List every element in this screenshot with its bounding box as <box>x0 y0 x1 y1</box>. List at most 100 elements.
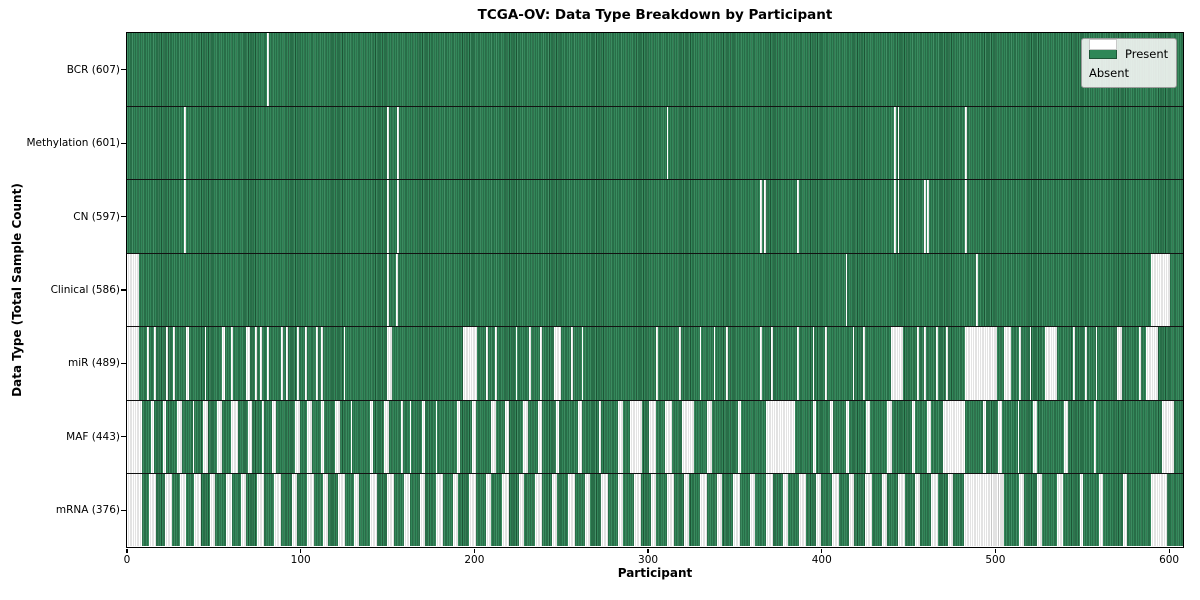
absent-segment <box>486 326 488 400</box>
absent-segment <box>343 326 346 400</box>
absent-segment <box>630 399 643 474</box>
x-tick-mark <box>300 548 302 553</box>
absent-segment <box>1003 326 1011 400</box>
absent-segment <box>649 399 657 474</box>
absent-segment <box>154 326 157 400</box>
absent-segment <box>699 473 707 547</box>
absent-segment <box>666 105 669 180</box>
absent-segment <box>923 326 926 400</box>
absent-segment <box>849 473 855 547</box>
absent-segment <box>890 326 903 400</box>
y-tick-label-CN: CN (597) <box>73 210 120 223</box>
row-separator <box>126 179 1183 181</box>
absent-segment <box>578 399 582 474</box>
absent-segment <box>281 326 283 400</box>
absent-segment <box>126 326 139 400</box>
absent-segment <box>230 326 233 400</box>
absent-segment <box>725 326 728 400</box>
y-tick-mark <box>121 362 126 365</box>
absent-segment <box>505 399 509 474</box>
absent-segment <box>717 473 723 547</box>
absent-segment <box>1045 326 1058 400</box>
absent-segment <box>651 473 657 547</box>
absent-segment <box>598 399 601 474</box>
absent-segment <box>176 399 183 474</box>
absent-segment <box>315 326 318 400</box>
absent-segment <box>682 399 695 474</box>
absent-segment <box>763 179 766 253</box>
legend-present-label: Present <box>1125 46 1169 61</box>
absent-segment <box>765 399 796 474</box>
absent-segment <box>400 399 403 474</box>
absent-segment <box>149 473 157 547</box>
absent-segment <box>1151 252 1171 327</box>
absent-segment <box>965 326 997 400</box>
absent-segment <box>927 179 929 253</box>
absent-segment <box>923 179 926 253</box>
absent-segment <box>975 252 978 327</box>
absent-segment <box>126 252 139 327</box>
y-tick-label-Methylation: Methylation (601) <box>26 137 120 150</box>
absent-segment <box>1123 473 1127 547</box>
absent-segment <box>256 473 264 547</box>
absent-segment <box>369 399 374 474</box>
absent-segment <box>409 399 412 474</box>
absent-segment <box>812 399 817 474</box>
absent-segment <box>204 326 207 400</box>
absent-segment <box>397 105 400 180</box>
heatmap-row-BCR <box>126 32 1183 106</box>
absent-segment <box>946 326 949 400</box>
absent-segment <box>456 399 460 474</box>
absent-segment <box>585 473 591 547</box>
absent-segment <box>982 399 987 474</box>
x-tick-mark <box>994 548 996 553</box>
absent-segment <box>1161 399 1174 474</box>
absent-segment <box>334 399 341 474</box>
absent-segment <box>760 326 763 400</box>
absent-segment <box>783 473 789 547</box>
absent-segment <box>812 326 815 400</box>
absent-segment <box>180 473 186 547</box>
absent-segment <box>529 326 532 400</box>
absent-segment <box>862 326 865 400</box>
absent-segment <box>354 473 360 547</box>
absent-segment <box>1017 399 1020 474</box>
absent-segment <box>534 473 542 547</box>
row-separator <box>126 399 1183 401</box>
absent-segment <box>322 473 328 547</box>
absent-segment <box>998 399 1002 474</box>
absent-segment <box>202 399 209 474</box>
heatmap-row-Methylation <box>126 105 1183 180</box>
absent-segment <box>246 326 250 400</box>
absent-segment <box>286 326 289 400</box>
heatmap-row-MAF <box>126 399 1183 474</box>
absent-segment <box>463 326 478 400</box>
absent-segment <box>798 473 806 547</box>
absent-segment <box>321 326 323 400</box>
absent-segment <box>387 252 389 327</box>
absent-segment <box>1116 326 1122 400</box>
absent-segment <box>387 179 389 253</box>
absent-segment <box>666 473 674 547</box>
absent-segment <box>387 326 393 400</box>
row-separator <box>126 105 1183 107</box>
absent-segment <box>699 326 702 400</box>
x-tick-mark <box>821 548 823 553</box>
absent-segment <box>916 326 919 400</box>
legend-absent-label: Absent <box>1089 65 1130 80</box>
absent-segment <box>887 399 893 474</box>
absent-segment <box>209 473 216 547</box>
absent-segment <box>633 473 641 547</box>
x-tick-label-400: 400 <box>811 553 832 566</box>
absent-segment <box>369 473 377 547</box>
absent-segment <box>491 399 497 474</box>
absent-segment <box>350 399 353 474</box>
absent-segment <box>222 326 226 400</box>
absent-segment <box>296 326 299 400</box>
absent-segment <box>894 179 896 253</box>
absent-segment <box>1057 473 1063 547</box>
absent-segment <box>183 105 186 180</box>
absent-segment <box>935 326 938 400</box>
absent-segment <box>894 105 896 180</box>
absent-segment <box>765 473 773 547</box>
